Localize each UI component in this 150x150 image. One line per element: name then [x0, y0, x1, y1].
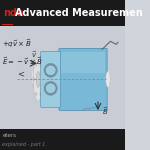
Text: $\vec{v}$: $\vec{v}$ — [31, 50, 37, 60]
Ellipse shape — [40, 63, 41, 66]
Text: explained - part 1: explained - part 1 — [3, 142, 46, 147]
Ellipse shape — [36, 71, 40, 87]
FancyBboxPatch shape — [41, 51, 61, 107]
Text: $+ q\vec{v} \times \vec{B}$: $+ q\vec{v} \times \vec{B}$ — [2, 38, 31, 50]
Text: $<$: $<$ — [16, 70, 26, 79]
Ellipse shape — [46, 84, 55, 93]
Ellipse shape — [44, 81, 57, 95]
Ellipse shape — [106, 71, 110, 87]
Bar — [32, 71, 108, 87]
Ellipse shape — [42, 78, 43, 81]
Text: nda: nda — [3, 8, 24, 18]
Ellipse shape — [35, 63, 37, 66]
Ellipse shape — [40, 92, 41, 96]
Ellipse shape — [44, 63, 57, 77]
Bar — [0, 26, 124, 129]
Bar — [0, 129, 124, 150]
Text: Advanced Measuremen: Advanced Measuremen — [15, 8, 143, 18]
Text: eters: eters — [3, 133, 16, 138]
FancyBboxPatch shape — [59, 48, 107, 110]
Ellipse shape — [33, 78, 35, 81]
Ellipse shape — [35, 92, 37, 96]
Text: $\vec{E} = -\vec{v} \times \vec{B}$: $\vec{E} = -\vec{v} \times \vec{B}$ — [2, 56, 42, 68]
Ellipse shape — [46, 66, 55, 75]
Bar — [0, 0, 124, 26]
Ellipse shape — [33, 57, 43, 101]
Bar — [32, 73, 108, 77]
Text: $\vec{B}$: $\vec{B}$ — [102, 105, 108, 117]
Bar — [32, 84, 108, 87]
Bar — [61, 52, 105, 73]
